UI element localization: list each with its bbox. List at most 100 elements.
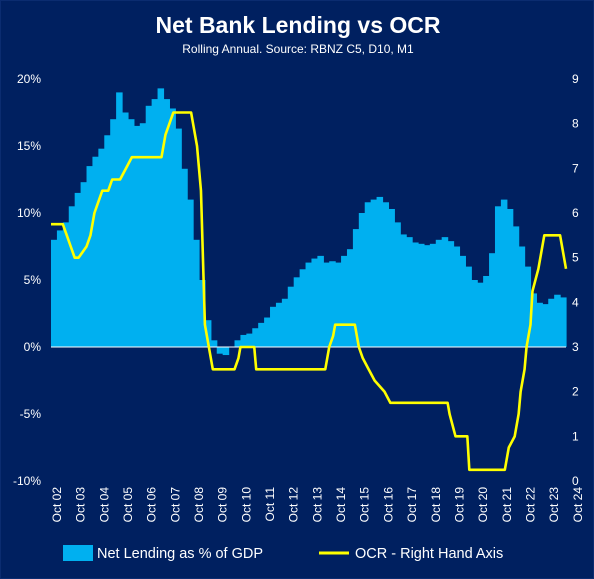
right-axis-ticks: 0 1 2 3 4 5 6 7 8 9 — [572, 72, 579, 488]
x-tick-label: Oct 20 — [476, 487, 490, 523]
left-tick-label: -10% — [13, 474, 41, 488]
x-tick-label: Oct 23 — [547, 487, 561, 523]
left-tick-label: -5% — [20, 407, 42, 421]
lending-bar — [429, 243, 437, 347]
right-tick-label: 2 — [572, 385, 579, 399]
lending-bar — [157, 88, 165, 347]
lending-bar — [370, 199, 378, 347]
lending-bar — [151, 99, 159, 347]
x-tick-label: Oct 04 — [97, 487, 111, 523]
x-tick-label: Oct 17 — [405, 487, 419, 523]
lending-bar — [317, 255, 324, 347]
lending-bar — [406, 237, 413, 347]
x-tick-label: Oct 14 — [334, 487, 348, 523]
lending-bar — [169, 108, 176, 347]
lending-bar — [210, 340, 218, 347]
lending-bar — [181, 168, 188, 347]
x-tick-label: Oct 21 — [500, 487, 514, 523]
lending-bar — [51, 239, 58, 347]
lending-bar — [139, 123, 147, 347]
lending-bar — [163, 99, 170, 347]
lending-bar — [246, 333, 253, 347]
right-tick-label: 3 — [572, 340, 579, 354]
lending-bar — [258, 322, 265, 347]
lending-bar — [341, 255, 348, 347]
lending-bar — [204, 320, 212, 347]
lending-bar — [240, 334, 247, 347]
x-tick-label: Oct 18 — [429, 487, 443, 523]
lending-bar — [548, 298, 555, 347]
lending-bar — [483, 275, 490, 347]
left-tick-label: 15% — [17, 139, 41, 153]
lending-bar — [376, 196, 384, 347]
legend-label-lending: Net Lending as % of GDP — [97, 546, 263, 562]
lending-bar — [465, 266, 472, 347]
lending-bar — [364, 202, 372, 347]
left-tick-label: 10% — [17, 206, 41, 220]
right-tick-label: 1 — [572, 429, 579, 443]
lending-bar — [234, 340, 242, 347]
lending-bar — [56, 230, 64, 347]
lending-bar — [471, 280, 478, 347]
lending-bar — [512, 226, 520, 347]
left-tick-label: 0% — [24, 340, 42, 354]
lending-bar — [329, 261, 336, 347]
left-tick-label: 20% — [17, 72, 41, 86]
lending-bar — [187, 199, 194, 347]
x-axis-ticks: Oct 02 Oct 03 Oct 04 Oct 05 Oct 06 Oct 07 Oct … — [50, 487, 585, 523]
lending-bar — [74, 192, 82, 347]
x-tick-label: Oct 19 — [452, 487, 466, 523]
lending-bar — [394, 222, 401, 347]
lending-bar — [412, 242, 419, 347]
lending-bar — [110, 119, 117, 347]
right-tick-label: 6 — [572, 206, 579, 220]
x-tick-label: Oct 24 — [571, 487, 585, 523]
lending-bar — [252, 328, 259, 347]
lending-bar — [293, 277, 301, 347]
lending-bar — [358, 213, 366, 347]
lending-bar — [500, 199, 508, 347]
lending-bar — [459, 255, 466, 347]
x-tick-label: Oct 02 — [50, 487, 64, 523]
lending-bar — [68, 206, 76, 347]
ocr-line-group — [51, 111, 568, 472]
lending-bar — [305, 262, 313, 347]
lending-bar — [560, 297, 567, 347]
lending-bar — [275, 302, 283, 347]
ocr-line — [51, 111, 568, 472]
x-tick-label: Oct 22 — [523, 487, 537, 523]
lending-bar — [352, 229, 360, 347]
lending-bar — [311, 258, 318, 347]
legend: Net Lending as % of GDP OCR - Right Hand… — [63, 545, 503, 562]
lending-bar — [133, 125, 141, 348]
lending-bar — [530, 293, 537, 347]
lending-bar — [98, 148, 105, 347]
lending-bar — [335, 262, 342, 347]
x-tick-label: Oct 07 — [168, 487, 182, 523]
lending-bar — [86, 166, 94, 347]
lending-bar — [145, 105, 153, 347]
lending-bar — [554, 294, 561, 347]
left-axis-ticks: -10% -5% 0% 5% 10% 15% 20% — [13, 72, 41, 488]
lending-bar — [270, 306, 277, 347]
lending-bar — [506, 208, 514, 347]
lending-bar — [281, 298, 289, 347]
lending-bar — [104, 135, 111, 347]
lending-bar — [62, 222, 70, 347]
chart-title: Net Bank Lending vs OCR — [156, 12, 441, 38]
x-tick-label: Oct 03 — [74, 487, 88, 523]
lending-bar — [453, 246, 461, 347]
lending-bar — [127, 119, 135, 347]
right-tick-label: 0 — [572, 474, 579, 488]
lending-bar — [92, 156, 99, 347]
x-tick-label: Oct 16 — [381, 487, 395, 523]
lending-bar — [382, 202, 390, 347]
right-tick-label: 9 — [572, 72, 579, 86]
lending-bar — [447, 241, 455, 347]
lending-bar — [122, 112, 129, 347]
x-tick-label: Oct 05 — [121, 487, 135, 523]
lending-bar — [388, 208, 395, 347]
x-tick-label: Oct 13 — [310, 487, 324, 523]
lending-bar — [435, 239, 443, 347]
